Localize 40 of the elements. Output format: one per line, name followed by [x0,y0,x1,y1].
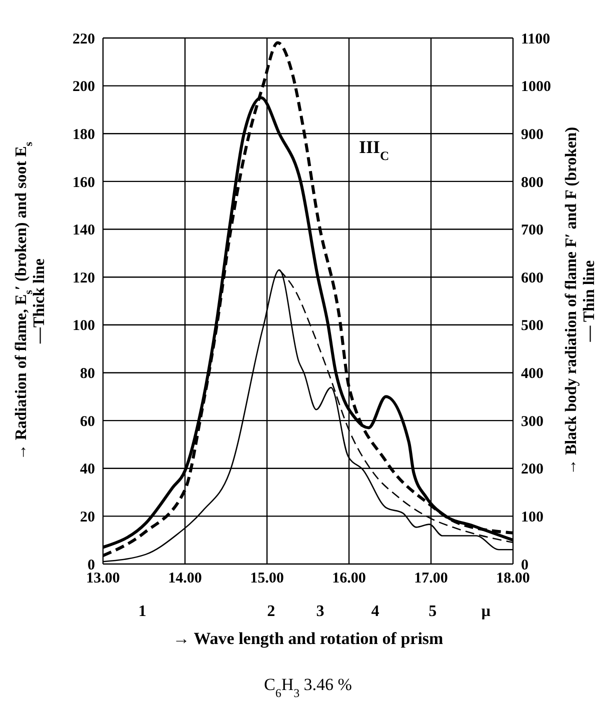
y-tick-label: 160 [72,174,95,191]
y-tick-label: 80 [80,366,95,382]
text: 4 [371,603,380,620]
text: 2 [267,603,276,620]
y2-tick-label: 800 [521,174,544,191]
y2-tick-label: 200 [521,462,544,478]
x-tick-label: 13.00 [86,570,120,587]
y-tick-label: 40 [80,462,95,478]
x-tick-label: 15.00 [250,570,284,587]
y2-tick-label: 300 [521,414,544,430]
y2-tick-label: 500 [521,318,544,334]
y-tick-label: 140 [72,222,95,239]
y2-axis-title: → Black body radiation of flame F′ and F (broken) — Thin line [563,126,598,476]
y2-tick-label: 0 [521,557,528,574]
text: 5 [428,603,437,620]
y-tick-label: 200 [72,79,95,96]
x-tick-label: 14.00 [168,570,202,587]
annotation: III$_{C}$ [359,137,390,163]
x-axis-title: → Wave length and rotation of prism [172,629,444,648]
text: 1 [138,603,146,620]
y-tick-label: 60 [80,414,95,430]
x-tick-label: 18.00 [496,570,530,587]
y-tick-label: 100 [72,318,95,334]
y2-tick-label: 700 [521,222,544,239]
y-tick-label: 180 [72,126,95,143]
x-tick-label: 17.00 [414,570,448,587]
x-tick-label: 16.00 [332,570,366,587]
y2-tick-label: 400 [521,366,544,382]
y2-tick-label: 100 [521,510,544,526]
y2-tick-label: 600 [521,270,544,286]
y-tick-label: 220 [72,31,95,48]
y2-tick-label: 1100 [521,31,550,48]
y2-tick-label: 1000 [521,79,551,96]
text: C$_{6}$H$_{3}$ 3.46 % [264,675,352,700]
y2-tick-label: 900 [521,126,544,143]
text: 3 [316,603,324,620]
text: μ [481,603,490,620]
y-tick-label: 120 [72,270,95,286]
y-tick-label: 0 [88,557,95,574]
y-tick-label: 20 [80,510,95,526]
